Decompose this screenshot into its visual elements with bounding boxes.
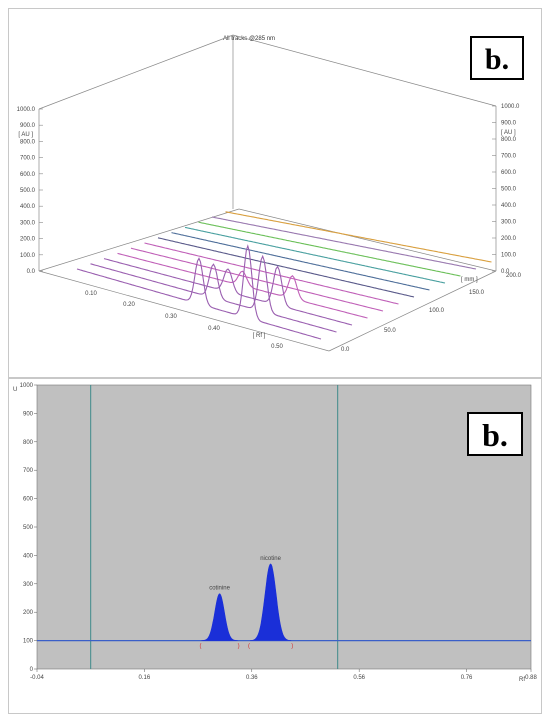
rf-tick-label: 0.20: [123, 302, 135, 308]
z-tick-label-left: 800.0: [20, 139, 36, 145]
axis-floor-front: [38, 270, 330, 352]
y-tick-label: 100: [23, 639, 34, 645]
track-line: [144, 242, 399, 305]
x-unit-label: Rf: [519, 677, 525, 683]
z-tick-label-right: 200.0: [501, 236, 517, 242]
track-line: [130, 247, 384, 312]
y-tick-label: 0: [30, 667, 34, 673]
panel-label-2: b.: [482, 417, 508, 453]
z-tick-label-right: 100.0: [501, 253, 517, 259]
z-tick-label-left: 1000.0: [17, 107, 36, 113]
track-unit-label: [ mm ]: [461, 277, 478, 283]
x-tick-label: 0.16: [139, 675, 151, 681]
peak-end-marker: ): [291, 644, 293, 650]
z-tick-label-left: 0.0: [27, 269, 36, 275]
track-tick-label: 150.0: [469, 290, 485, 296]
track-line: [184, 226, 446, 284]
chart-chromatogram: U Rf 0 100 200 300 400 500 600 700 800 900 1000 -0.…: [13, 383, 537, 683]
y-tick-label: 200: [23, 610, 34, 616]
z-tick-label-right: 0.0: [501, 269, 510, 275]
rf-tick-label: 0.30: [165, 314, 177, 320]
z-tick-label-left: 300.0: [20, 220, 36, 226]
track-line: [225, 211, 492, 263]
track-tick-label: 200.0: [506, 273, 522, 279]
peak-end-marker: ): [238, 644, 240, 650]
x-tick-label: -0.04: [30, 675, 44, 681]
panel-label-box: b.: [470, 36, 524, 80]
y-tick-label: 900: [23, 411, 34, 417]
y-tick-label: 700: [23, 468, 34, 474]
panel-label: b.: [485, 43, 509, 76]
axis-floor-back-right: [238, 208, 497, 272]
axis-top-left: [38, 34, 234, 110]
z-tick-label-left: 500.0: [20, 188, 36, 194]
x-tick-label: 0.56: [353, 675, 365, 681]
track-line: [211, 216, 477, 270]
axis-top-right: [232, 34, 497, 107]
z-tick-label-right: 500.0: [501, 187, 517, 193]
track-line: [117, 252, 368, 319]
z-unit-right: [ AU ]: [501, 130, 516, 136]
track-line: [171, 232, 430, 291]
peak-nicotine: [250, 563, 292, 641]
y-unit-label: U: [13, 387, 17, 393]
rf-tick-label: 0.10: [85, 291, 97, 297]
rf-tick-label: 0.50: [271, 344, 283, 350]
axis-floor-right: [328, 270, 497, 352]
z-tick-label-right: 700.0: [501, 154, 517, 160]
y-tick-label: 600: [23, 497, 34, 503]
y-tick-label: 500: [23, 525, 34, 531]
track-line: [198, 221, 461, 277]
axis-floor-back-left: [38, 208, 240, 272]
peak-start-marker: (: [200, 644, 202, 650]
y-tick-label: 800: [23, 440, 34, 446]
z-tick-label-right: 300.0: [501, 220, 517, 226]
z-tick-label-left: 700.0: [20, 156, 36, 162]
panel-label-box-2: b.: [467, 412, 523, 456]
peak-cotinine: [201, 593, 238, 641]
z-tick-label-left: 100.0: [20, 253, 36, 259]
z-tick-label-left: 400.0: [20, 204, 36, 210]
panel-top: All tracks @285 nm 1000.0 1000.0 900.0 900.…: [8, 8, 542, 378]
track-tick-label: 0.0: [341, 347, 350, 353]
rf-tick-label: 0.40: [208, 326, 220, 332]
peak-start-marker: (: [248, 644, 250, 650]
peak-label-nicotine: nicotine: [260, 556, 281, 562]
z-tick-label-left: 900.0: [20, 123, 36, 129]
z-tick-label-left: 200.0: [20, 237, 36, 243]
track-tick-label: 50.0: [384, 328, 396, 334]
z-tick-label-left: 600.0: [20, 172, 36, 178]
peak-label-cotinine: cotinine: [209, 586, 230, 592]
z-unit-left: [ AU ]: [18, 132, 33, 138]
z-tick-label-right: 600.0: [501, 170, 517, 176]
panel-bottom: U Rf 0 100 200 300 400 500 600 700 800 900 1000 -0.…: [8, 378, 542, 714]
z-tick-label-right: 800.0: [501, 137, 517, 143]
track-line: [157, 237, 415, 298]
track-tick-label: 100.0: [429, 308, 445, 314]
track-line: [90, 254, 337, 333]
z-tick-label-right: 1000.0: [501, 104, 520, 110]
z-tick-label-right: 900.0: [501, 121, 517, 127]
x-tick-label: 0.36: [246, 675, 258, 681]
y-tick-label: 1000: [20, 383, 34, 389]
track-line: [76, 244, 322, 340]
track-line: [103, 258, 353, 326]
x-tick-label: 0.76: [461, 675, 473, 681]
rf-unit-label: [ Rf ]: [253, 333, 266, 339]
y-tick-label: 300: [23, 582, 34, 588]
y-tick-label: 400: [23, 553, 34, 559]
x-tick-label: 0.88: [525, 675, 537, 681]
z-tick-label-right: 400.0: [501, 203, 517, 209]
plot-area: [36, 384, 532, 670]
